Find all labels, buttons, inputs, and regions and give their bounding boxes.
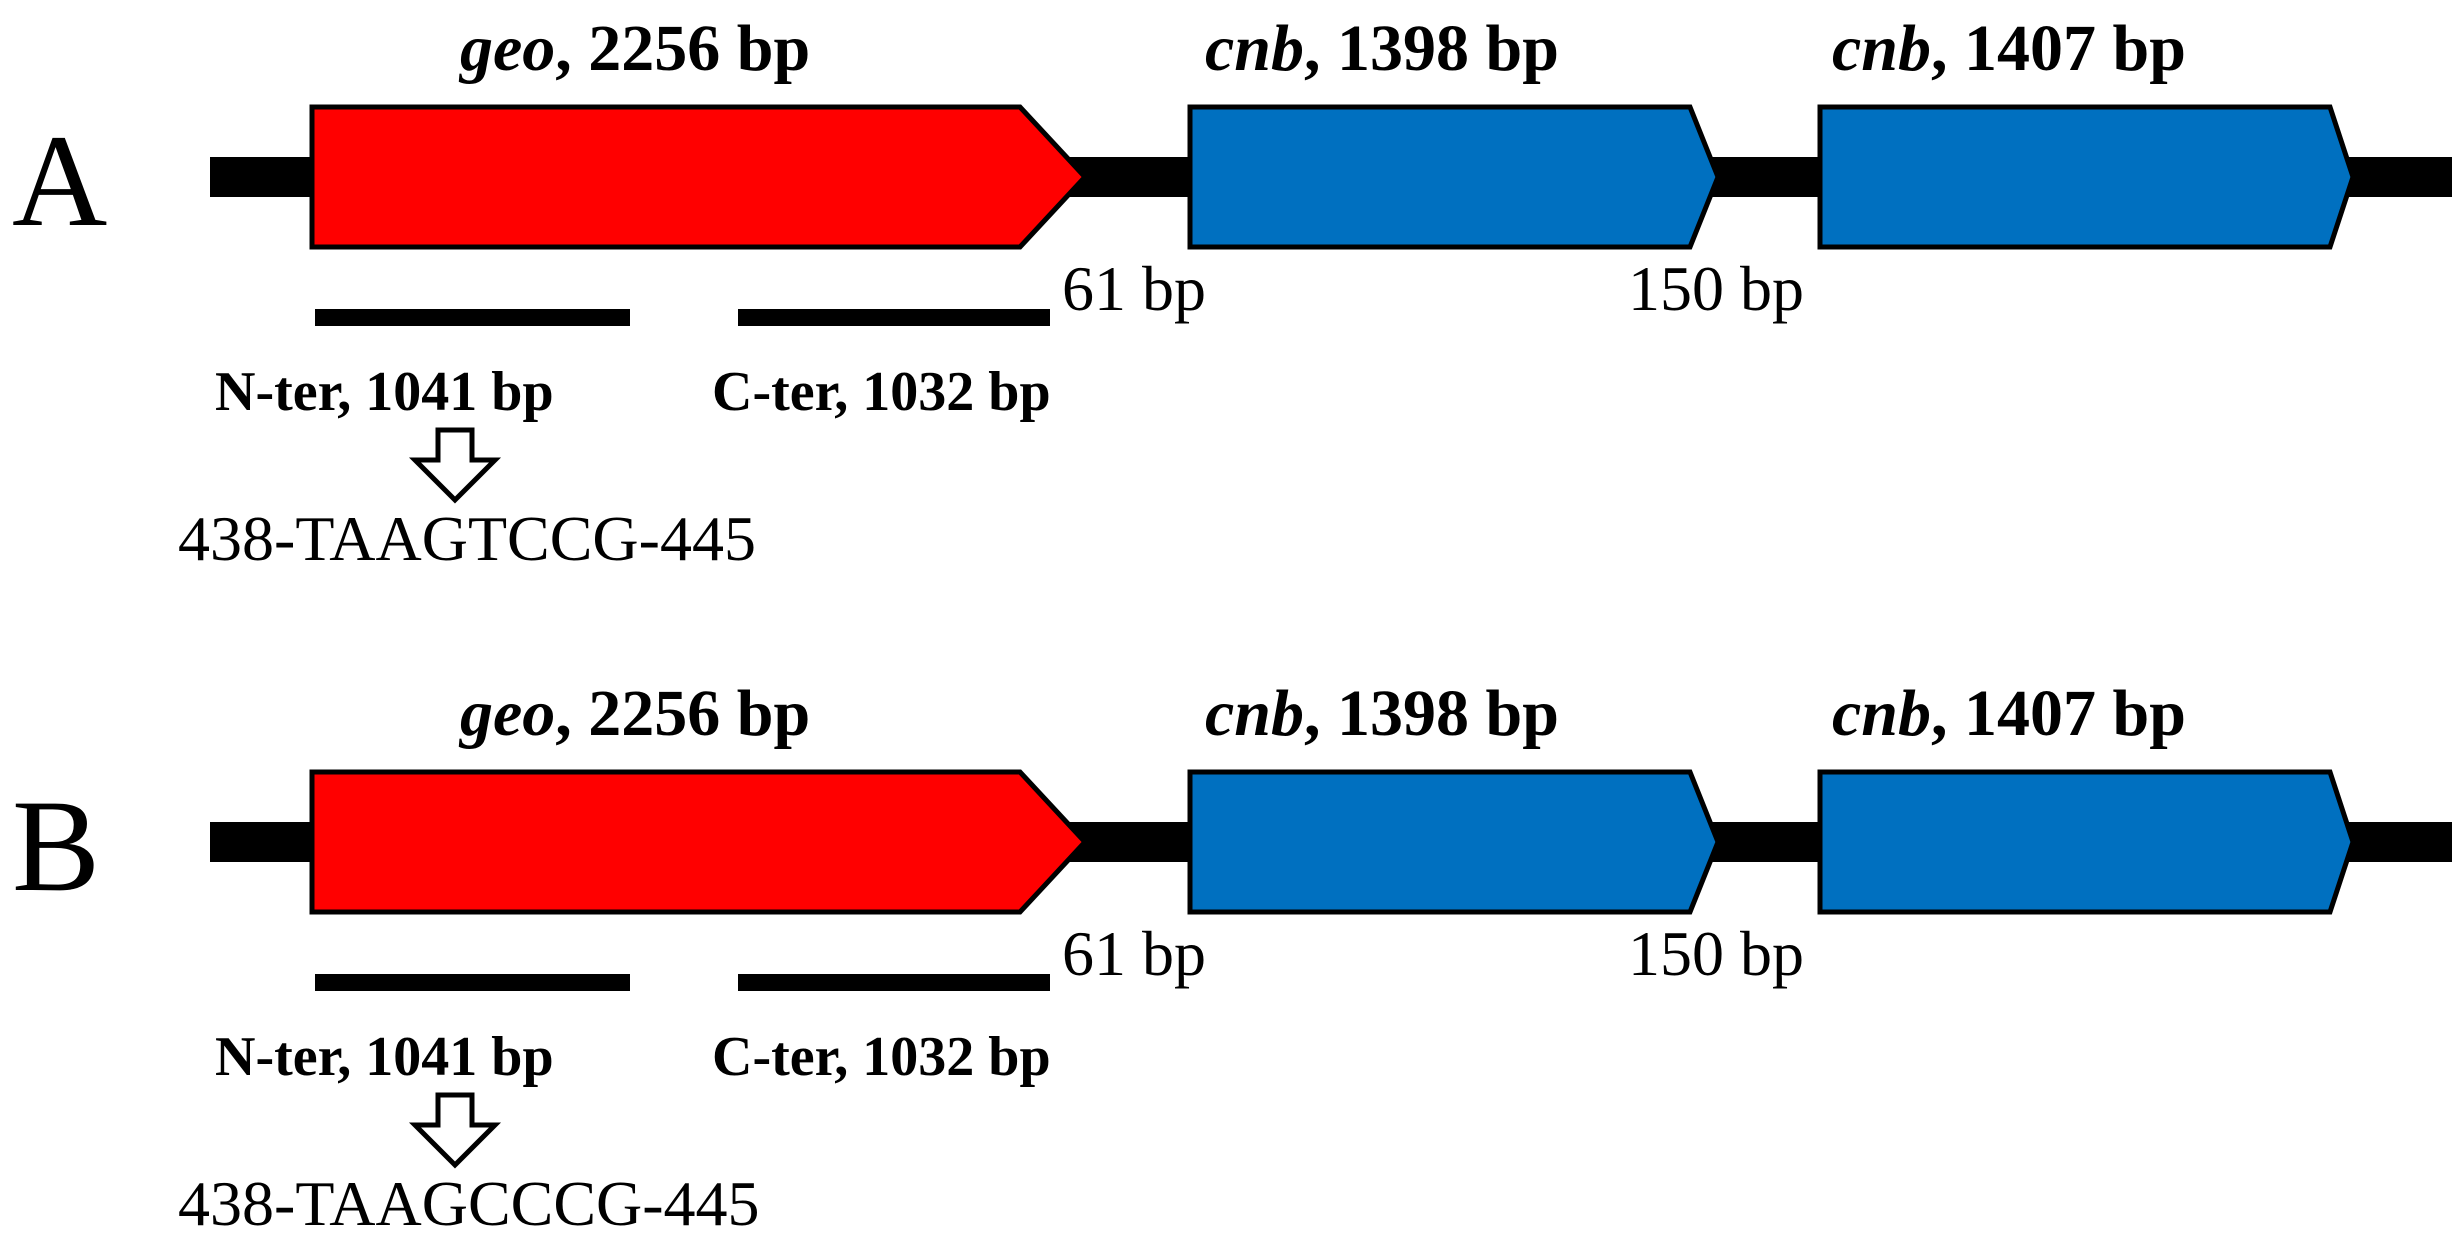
fragment-label: N-ter, 1041 bp [215,1026,554,1088]
gene-size: , 1398 bp [1304,677,1559,750]
gene-size: , 1407 bp [1931,677,2186,750]
down-arrow-icon [408,1092,502,1169]
panel-letter: A [12,107,107,254]
gene-name: cnb [1832,677,1931,750]
spacer-label: 150 bp [1628,253,1804,324]
gene-arrow-cnb-2 [1187,104,1721,250]
fragment-label: C-ter, 1032 bp [712,1026,1051,1088]
gene-name: cnb [1205,12,1304,85]
spacer-label: 61 bp [1062,918,1206,989]
gene-arrow-cnb-2 [1187,769,1721,915]
fragment-bar [738,309,1050,326]
gene-label: cnb, 1407 bp [1832,677,2186,750]
gene-size: , 2256 bp [555,12,810,85]
panel-letter: B [12,772,100,919]
gene-label: cnb, 1398 bp [1205,12,1559,85]
spacer-label: 150 bp [1628,918,1804,989]
gene-arrow-geo-1 [309,769,1089,915]
gene-name: geo [458,12,555,85]
fragment-bar [738,974,1050,991]
sequence-label: 438-TAAGCCCG-445 [178,1168,760,1239]
gene-name: geo [458,677,555,750]
gene-arrow-cnb-3 [1817,104,2356,250]
gene-arrow-geo-1 [309,104,1089,250]
gene-size: , 1398 bp [1304,12,1559,85]
fragment-label: C-ter, 1032 bp [712,361,1051,423]
spacer-label: 61 bp [1062,253,1206,324]
fragment-label: N-ter, 1041 bp [215,361,554,423]
down-arrow-icon [408,427,502,504]
gene-size: , 2256 bp [555,677,810,750]
fragment-bar [315,974,630,991]
gene-label: geo, 2256 bp [458,677,810,750]
gene-arrow-cnb-3 [1817,769,2356,915]
fragment-bar [315,309,630,326]
gene-name: cnb [1205,677,1304,750]
sequence-label: 438-TAAGTCCG-445 [178,503,756,574]
gene-label: cnb, 1407 bp [1832,12,2186,85]
gene-label: cnb, 1398 bp [1205,677,1559,750]
gene-label: geo, 2256 bp [458,12,810,85]
gene-size: , 1407 bp [1931,12,2186,85]
gene-name: cnb [1832,12,1931,85]
